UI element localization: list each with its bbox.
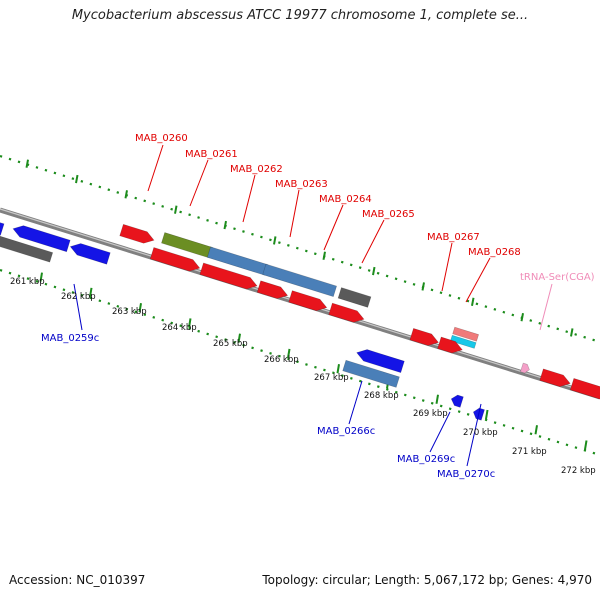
label-trna-ser[interactable]: tRNA-Ser(CGA) bbox=[520, 272, 595, 283]
gene-mab-0267-box[interactable] bbox=[452, 326, 479, 342]
tick-268-kbp: 268 kbp bbox=[364, 391, 399, 401]
major-tick bbox=[534, 425, 538, 435]
label-mab-0269c[interactable]: MAB_0269c bbox=[397, 454, 455, 465]
major-tick bbox=[421, 282, 425, 291]
label-mab-0267[interactable]: MAB_0267 bbox=[427, 232, 480, 243]
leader-mab-0260 bbox=[147, 144, 164, 192]
leader-mab-0264 bbox=[323, 204, 344, 251]
accession-text: Accession: NC_010397 bbox=[9, 573, 146, 587]
gene-mab-0263-box[interactable] bbox=[262, 263, 337, 297]
leader-mab-0262 bbox=[242, 174, 256, 223]
major-tick bbox=[287, 348, 291, 359]
major-tick bbox=[322, 251, 326, 260]
leader-mab-0267 bbox=[441, 242, 453, 292]
tick-270-kbp: 270 kbp bbox=[463, 428, 498, 438]
gene-features bbox=[0, 218, 600, 421]
major-tick bbox=[138, 302, 142, 313]
gene-mab-0266c-arrow[interactable] bbox=[356, 349, 405, 373]
major-tick bbox=[584, 440, 588, 450]
gene-mab-0264-box[interactable] bbox=[337, 287, 372, 308]
leader-mab-0263 bbox=[289, 189, 300, 238]
gene-mab-0262b-arrow[interactable] bbox=[256, 280, 289, 299]
leader-mab-0269c bbox=[429, 411, 451, 453]
major-tick bbox=[188, 318, 192, 328]
gene-mab-0266c-box[interactable] bbox=[342, 359, 400, 388]
gene-mab-0268-arrow[interactable] bbox=[437, 336, 463, 354]
leader-mab-0270c bbox=[466, 403, 482, 467]
tick-269-kbp: 269 kbp bbox=[413, 409, 448, 419]
tick-262-kbp: 262 kbp bbox=[61, 292, 96, 302]
tick-271-kbp: 271 kbp bbox=[512, 447, 547, 457]
major-tick bbox=[435, 394, 439, 404]
gene-mab-0263b-arrow[interactable] bbox=[288, 290, 328, 312]
gene-next-a-arrow[interactable] bbox=[539, 368, 571, 387]
leader-mab-0265 bbox=[361, 219, 385, 264]
tick-266-kbp: 266 kbp bbox=[264, 355, 299, 365]
outer-dotted-track bbox=[0, 154, 600, 344]
major-tick bbox=[25, 159, 29, 168]
label-mab-0266c[interactable]: MAB_0266c bbox=[317, 426, 375, 437]
major-tick bbox=[223, 220, 227, 230]
gene-mab-0260b-arrow[interactable] bbox=[149, 247, 201, 272]
major-tick bbox=[520, 312, 524, 322]
leader-mab-0268 bbox=[465, 257, 491, 303]
tick-267-kbp: 267 kbp bbox=[314, 373, 349, 383]
major-tick bbox=[485, 409, 489, 420]
label-mab-0268[interactable]: MAB_0268 bbox=[468, 247, 521, 258]
label-mab-0261[interactable]: MAB_0261 bbox=[185, 149, 238, 160]
gene-next-b-arrow[interactable] bbox=[569, 378, 600, 400]
leader-mab-0261 bbox=[189, 159, 209, 207]
tick-264-kbp: 264 kbp bbox=[162, 323, 197, 333]
tick-261-kbp: 261 kbp bbox=[10, 277, 45, 287]
major-tick bbox=[174, 205, 178, 214]
label-mab-0265[interactable]: MAB_0265 bbox=[362, 209, 415, 220]
label-mab-0270c[interactable]: MAB_0270c bbox=[437, 469, 495, 480]
major-tick bbox=[89, 287, 93, 298]
gene-left-reverse-b[interactable] bbox=[12, 225, 71, 253]
label-mab-0259c[interactable]: MAB_0259c bbox=[41, 333, 99, 344]
tick-263-kbp: 263 kbp bbox=[112, 307, 147, 317]
major-tick bbox=[471, 297, 475, 306]
tick-265-kbp: 265 kbp bbox=[213, 339, 248, 349]
gene-left-reverse-a[interactable] bbox=[0, 218, 5, 236]
leader-trna bbox=[539, 283, 553, 331]
leader-mab-0259c bbox=[73, 283, 83, 331]
leader-lines bbox=[73, 144, 553, 467]
label-mab-0262[interactable]: MAB_0262 bbox=[230, 164, 283, 175]
tick-272-kbp: 272 kbp bbox=[561, 466, 596, 476]
genome-summary-text: Topology: circular; Length: 5,067,172 bp… bbox=[262, 573, 592, 587]
map-title: Mycobacterium abscessus ATCC 19977 chrom… bbox=[71, 8, 529, 23]
major-tick bbox=[237, 333, 241, 343]
inner-dotted-track bbox=[0, 268, 600, 457]
major-tick bbox=[39, 272, 43, 282]
gene-trna-ser[interactable] bbox=[520, 362, 530, 374]
label-mab-0263[interactable]: MAB_0263 bbox=[275, 179, 328, 190]
major-tick bbox=[273, 236, 277, 245]
gene-mab-0261b-arrow[interactable] bbox=[199, 262, 258, 290]
major-tick bbox=[124, 190, 128, 199]
leader-mab-0266c bbox=[348, 380, 363, 425]
gene-mab-0269c-arrow[interactable] bbox=[450, 394, 464, 408]
major-tick bbox=[372, 266, 376, 276]
label-mab-0264[interactable]: MAB_0264 bbox=[319, 194, 372, 205]
major-tick bbox=[336, 364, 340, 374]
gene-mab-0260-arrow[interactable] bbox=[119, 223, 155, 244]
gene-left-grey[interactable] bbox=[0, 234, 54, 263]
major-tick bbox=[570, 328, 574, 337]
major-tick bbox=[75, 174, 79, 184]
gene-mab-0267b-arrow[interactable] bbox=[409, 328, 439, 346]
gene-mab-0265-arrow[interactable] bbox=[328, 302, 365, 323]
gene-mab-0267-box-2[interactable] bbox=[450, 334, 477, 349]
gene-mab-0259c-arrow[interactable] bbox=[69, 243, 111, 265]
label-mab-0260[interactable]: MAB_0260 bbox=[135, 133, 188, 144]
